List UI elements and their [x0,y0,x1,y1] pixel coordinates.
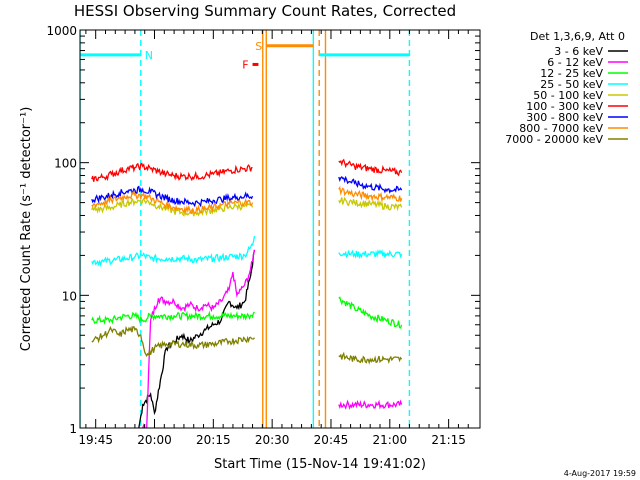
x-axis-label: Start Time (15-Nov-14 19:41:02) [214,457,426,472]
x-tick-label: 20:15 [196,433,231,447]
x-tick-label: 20:00 [137,433,172,447]
legend-header: Det 1,3,6,9, Att 0 [530,30,625,43]
series-line [91,235,256,268]
y-tick-label: 1 [69,422,77,436]
series-line [91,162,253,182]
y-tick-label: 100 [54,157,77,171]
series-line [338,175,403,194]
series-line [91,325,256,358]
flag-label-f: F [242,58,248,71]
series-line [338,158,403,177]
legend-label: 6 - 12 keV [547,56,603,69]
x-tick-label: 21:00 [373,433,408,447]
y-tick-label: 1000 [46,24,77,38]
x-tick-label: 20:30 [255,433,290,447]
series-line [338,185,403,203]
y-axis-label: Corrected Count Rate (s⁻¹ detector⁻¹) [19,107,34,352]
x-tick-label: 20:45 [314,433,349,447]
timestamp: 4-Aug-2017 19:59 [564,469,636,478]
plot-frame [79,29,481,429]
legend-label: 50 - 100 keV [533,89,603,102]
flag-label-s: S [255,40,262,53]
series-line [338,296,403,329]
y-tick-label: 10 [62,289,77,303]
legend-label: 300 - 800 keV [526,111,603,124]
legend-label: 100 - 300 keV [526,100,603,113]
series-line [338,249,403,260]
series-line [338,196,403,212]
series-line [142,249,256,428]
series-line [91,185,254,208]
series-line [338,351,403,365]
legend-label: 800 - 7000 keV [519,122,603,135]
x-tick-label: 19:45 [78,433,113,447]
chart-title: HESSI Observing Summary Count Rates, Cor… [74,2,456,20]
flag-label-n: N [145,49,153,62]
x-tick-label: 21:15 [431,433,466,447]
legend-label: 7000 - 20000 keV [505,133,603,146]
series-line [91,190,254,215]
series-line [338,399,403,410]
legend-label: 12 - 25 keV [540,67,603,80]
legend-label: 25 - 50 keV [540,78,603,91]
series-line [91,310,255,325]
series-line [138,249,256,428]
legend-label: 3 - 6 keV [554,45,603,58]
